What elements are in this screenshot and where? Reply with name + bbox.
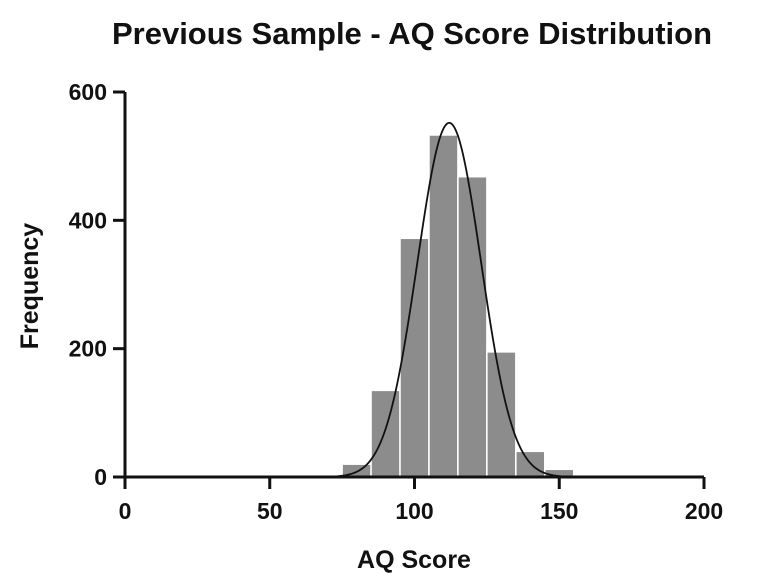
histogram-bar [370,389,401,478]
x-tick-label: 150 [540,498,578,524]
normal-fit-curve [304,121,589,478]
x-axis-title: AQ Score [357,546,471,573]
y-tick-label: 0 [94,464,107,490]
histogram-bar [399,237,430,478]
histogram-bar [457,175,488,478]
chart-title: Previous Sample - AQ Score Distribution [112,16,712,51]
bars-layer [312,134,575,478]
histogram-bar [486,351,517,478]
y-axis-title: Frequency [16,223,44,350]
x-tick-label: 0 [119,498,132,524]
y-tick-label: 200 [69,336,107,362]
x-tick-label: 100 [395,498,433,524]
x-tick-label: 50 [257,498,283,524]
y-tick-label: 400 [69,207,107,233]
histogram-bar [428,134,459,478]
ticks-layer: 0 50 100 150 200 0 200 400 600 [69,79,724,524]
y-tick-label: 600 [69,79,107,105]
x-tick-label: 200 [685,498,723,524]
